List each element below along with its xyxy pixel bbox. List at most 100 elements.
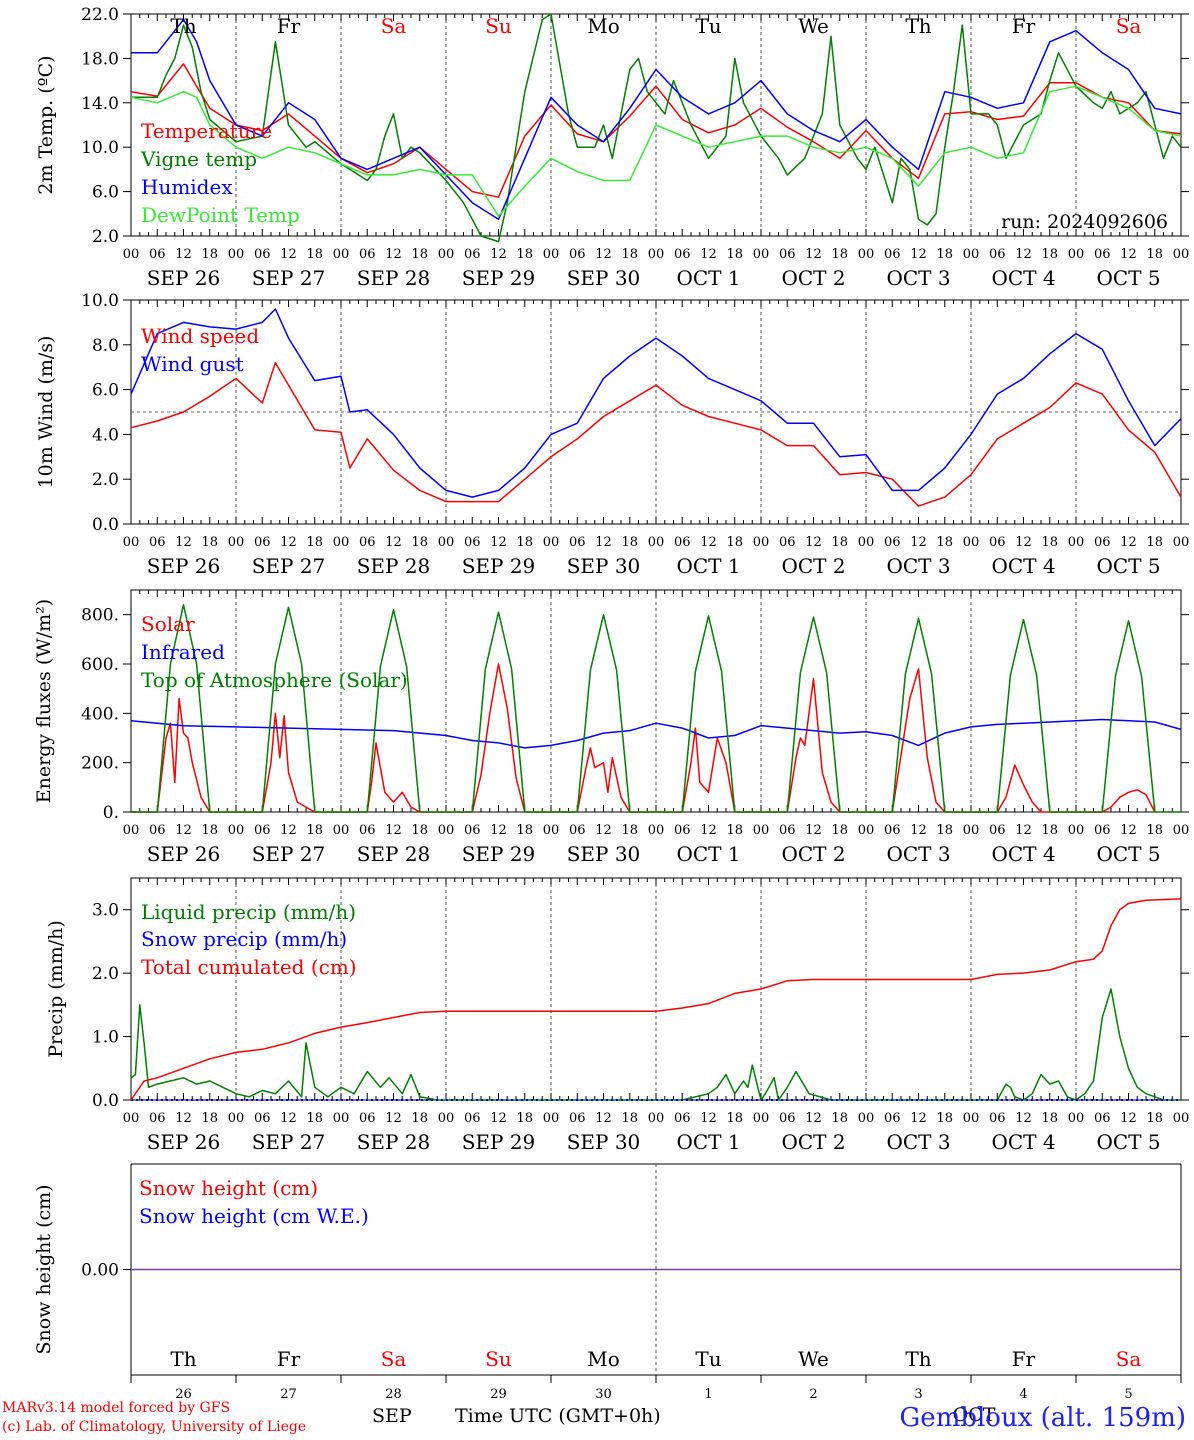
date-label: SEP 26 xyxy=(147,554,221,578)
day-number-label: 3 xyxy=(914,1387,922,1402)
date-label: SEP 30 xyxy=(567,1130,641,1154)
weekday-label: Fr xyxy=(1012,1347,1036,1371)
hour-tick-label: 18 xyxy=(306,1111,323,1126)
y-tick-label: 3.0 xyxy=(92,901,119,921)
hour-tick-label: 12 xyxy=(490,1111,507,1126)
y-tick-label: 10.0 xyxy=(81,138,119,158)
model-credit: MARv3.14 model forced by GFS xyxy=(2,1400,231,1416)
hour-tick-label: 06 xyxy=(254,535,271,550)
date-label: SEP 28 xyxy=(357,842,431,866)
day-number-label: 27 xyxy=(280,1387,297,1402)
y-axis-label: Precip (mm/h) xyxy=(45,920,67,1058)
hour-tick-label: 00 xyxy=(228,1111,245,1126)
date-label: OCT 2 xyxy=(781,842,845,866)
date-label: SEP 27 xyxy=(252,266,326,290)
hour-tick-label: 12 xyxy=(385,535,402,550)
y-axis-label: 10m Wind (m/s) xyxy=(35,336,57,489)
y-tick-label: 14.0 xyxy=(81,94,119,114)
hour-tick-label: 18 xyxy=(1041,1111,1058,1126)
hour-tick-label: 00 xyxy=(648,247,665,262)
hour-tick-label: 18 xyxy=(516,535,533,550)
hour-tick-label: 18 xyxy=(831,1111,848,1126)
weekday-label: We xyxy=(798,1347,829,1371)
hour-tick-label: 00 xyxy=(438,1111,455,1126)
weekday-label: Sa xyxy=(1116,1347,1142,1371)
date-label: OCT 3 xyxy=(886,266,950,290)
hour-tick-label: 00 xyxy=(753,535,770,550)
hour-tick-label: 06 xyxy=(569,1111,586,1126)
date-label: OCT 3 xyxy=(886,554,950,578)
hour-tick-label: 00 xyxy=(543,1111,560,1126)
date-label: OCT 3 xyxy=(886,842,950,866)
hour-tick-label: 00 xyxy=(333,535,350,550)
hour-tick-label: 12 xyxy=(175,823,192,838)
date-label: SEP 29 xyxy=(462,266,536,290)
legend-entry: Infrared xyxy=(141,640,225,664)
hour-tick-label: 06 xyxy=(674,1111,691,1126)
y-tick-label: 0. xyxy=(103,803,119,823)
date-label: OCT 1 xyxy=(676,554,740,578)
series-temperature xyxy=(130,63,1182,198)
hour-tick-label: 06 xyxy=(989,535,1006,550)
day-number-label: 1 xyxy=(704,1387,712,1402)
month-label-oct: OCT xyxy=(953,1404,996,1426)
hour-tick-label: 18 xyxy=(621,535,638,550)
day-number-label: 4 xyxy=(1019,1387,1027,1402)
hour-tick-label: 06 xyxy=(569,247,586,262)
y-tick-label: 800. xyxy=(81,606,119,626)
hour-tick-label: 12 xyxy=(1120,1111,1137,1126)
hour-tick-label: 00 xyxy=(1173,1111,1190,1126)
y-tick-label: 10.0 xyxy=(81,291,119,311)
date-label: SEP 29 xyxy=(462,1130,536,1154)
weekday-label: Th xyxy=(170,14,196,38)
hour-tick-label: 00 xyxy=(1068,247,1085,262)
hour-tick-label: 12 xyxy=(175,1111,192,1126)
hour-tick-label: 06 xyxy=(989,823,1006,838)
hour-tick-label: 06 xyxy=(674,535,691,550)
y-tick-label: 0.0 xyxy=(92,1091,119,1111)
hour-tick-label: 18 xyxy=(1146,1111,1163,1126)
hour-tick-label: 00 xyxy=(228,247,245,262)
weekday-label: Tu xyxy=(695,1347,721,1371)
hour-tick-label: 00 xyxy=(1068,535,1085,550)
y-axis-label: Energy fluxes (W/m²) xyxy=(33,599,55,803)
hour-tick-label: 12 xyxy=(385,823,402,838)
hour-tick-label: 06 xyxy=(674,247,691,262)
hour-tick-label: 18 xyxy=(936,247,953,262)
date-label: OCT 5 xyxy=(1096,1130,1160,1154)
date-label: OCT 4 xyxy=(991,1130,1055,1154)
date-label: OCT 5 xyxy=(1096,842,1160,866)
y-tick-label: 18.0 xyxy=(81,49,119,69)
series-infrared xyxy=(130,718,1182,749)
y-tick-label: 0.0 xyxy=(92,515,119,535)
hour-tick-label: 12 xyxy=(280,823,297,838)
series-dewpoint-temp xyxy=(130,85,1182,217)
date-label: SEP 27 xyxy=(252,842,326,866)
y-tick-label: 6.0 xyxy=(92,183,119,203)
date-label: SEP 30 xyxy=(567,266,641,290)
weekday-label: Sa xyxy=(381,1347,407,1371)
weekday-label: Th xyxy=(905,1347,931,1371)
date-label: OCT 4 xyxy=(991,554,1055,578)
hour-tick-label: 18 xyxy=(201,1111,218,1126)
weekday-label: Su xyxy=(485,14,512,38)
station-name: Gembloux (alt. 159m) xyxy=(899,1403,1186,1433)
date-label: OCT 5 xyxy=(1096,266,1160,290)
hour-tick-label: 06 xyxy=(1094,247,1111,262)
panel-1: 00 06 12 18 00 06 12 18 00 06 12 18 00 06 12 18 00 06 12 18… xyxy=(35,5,1189,290)
series-vigne-temp xyxy=(131,13,1182,243)
hour-tick-label: 00 xyxy=(648,535,665,550)
hour-tick-label: 18 xyxy=(411,823,428,838)
weekday-label: Th xyxy=(905,14,931,38)
hour-tick-label: 06 xyxy=(359,823,376,838)
hour-tick-label: 06 xyxy=(569,535,586,550)
date-label: SEP 26 xyxy=(147,842,221,866)
date-label: OCT 5 xyxy=(1096,554,1160,578)
hour-tick-label: 12 xyxy=(700,247,717,262)
hour-tick-label: 18 xyxy=(621,1111,638,1126)
weekday-label: Sa xyxy=(381,14,407,38)
hour-tick-label: 18 xyxy=(516,247,533,262)
hour-tick-label: 06 xyxy=(779,1111,796,1126)
hour-tick-label: 12 xyxy=(1120,535,1137,550)
hour-tick-label: 12 xyxy=(1015,535,1032,550)
